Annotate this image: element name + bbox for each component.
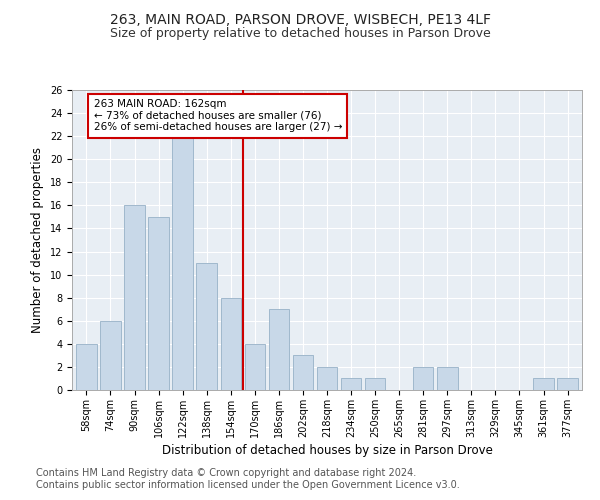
Bar xyxy=(293,356,313,390)
Text: Contains public sector information licensed under the Open Government Licence v3: Contains public sector information licen… xyxy=(36,480,460,490)
Bar xyxy=(317,367,337,390)
Bar xyxy=(221,298,241,390)
Bar xyxy=(437,367,458,390)
Bar xyxy=(557,378,578,390)
Text: 263, MAIN ROAD, PARSON DROVE, WISBECH, PE13 4LF: 263, MAIN ROAD, PARSON DROVE, WISBECH, P… xyxy=(110,12,491,26)
Bar xyxy=(148,217,169,390)
Bar xyxy=(365,378,385,390)
Bar xyxy=(124,206,145,390)
X-axis label: Distribution of detached houses by size in Parson Drove: Distribution of detached houses by size … xyxy=(161,444,493,457)
Bar xyxy=(172,136,193,390)
Bar xyxy=(100,321,121,390)
Bar xyxy=(196,263,217,390)
Bar xyxy=(245,344,265,390)
Text: Size of property relative to detached houses in Parson Drove: Size of property relative to detached ho… xyxy=(110,28,490,40)
Bar xyxy=(269,309,289,390)
Bar xyxy=(413,367,433,390)
Bar xyxy=(76,344,97,390)
Text: 263 MAIN ROAD: 162sqm
← 73% of detached houses are smaller (76)
26% of semi-deta: 263 MAIN ROAD: 162sqm ← 73% of detached … xyxy=(94,99,342,132)
Y-axis label: Number of detached properties: Number of detached properties xyxy=(31,147,44,333)
Bar xyxy=(341,378,361,390)
Text: Contains HM Land Registry data © Crown copyright and database right 2024.: Contains HM Land Registry data © Crown c… xyxy=(36,468,416,477)
Bar xyxy=(533,378,554,390)
